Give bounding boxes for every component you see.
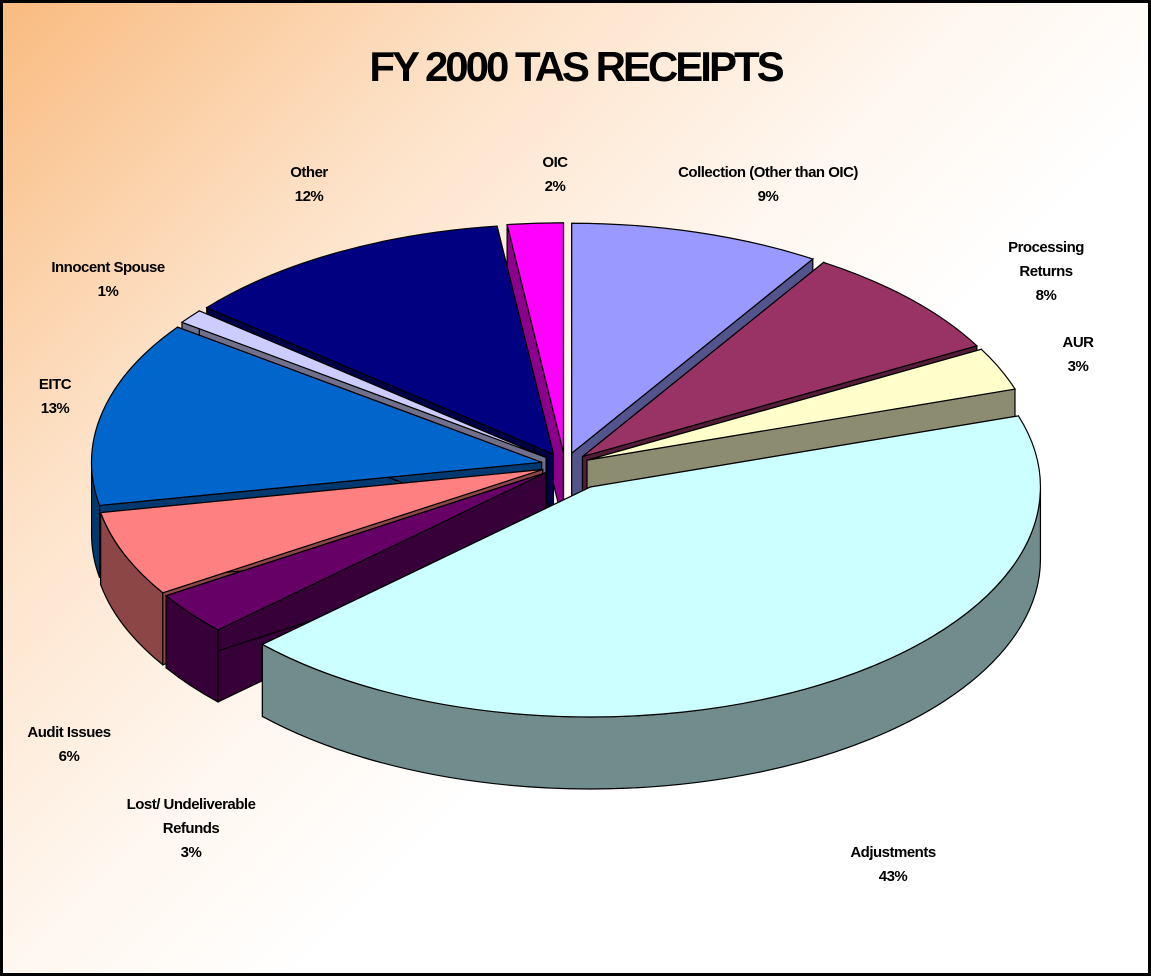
- slice: [99, 468, 543, 594]
- slice: [180, 310, 547, 459]
- slice-label: Processing Returns: [1008, 239, 1084, 280]
- chart-title: FY 2000 TAS RECEIPTS: [369, 43, 784, 90]
- slice-value-label: 12%: [294, 188, 324, 205]
- slice: [571, 222, 815, 455]
- slice-label: Collection (Other than OIC): [678, 164, 858, 181]
- slice-value-label: 3%: [180, 844, 202, 861]
- slice-value-label: 8%: [1035, 287, 1057, 304]
- slice-value-label: 6%: [58, 748, 80, 765]
- slice-label: Audit Issues: [27, 724, 111, 741]
- slice: [164, 471, 547, 631]
- slice-label: EITC: [38, 376, 72, 393]
- slice: [582, 261, 979, 458]
- slice-value-label: 9%: [757, 188, 779, 205]
- slice-value-label: 3%: [1067, 358, 1089, 375]
- slice-value-label: 43%: [878, 868, 908, 885]
- slice-label: Other: [290, 164, 328, 181]
- slice-label: Adjustments: [850, 844, 936, 861]
- slice: [205, 225, 555, 456]
- slice-group: [261, 415, 1042, 790]
- slice-label: Innocent Spouse: [51, 259, 165, 276]
- slice-value-label: 13%: [40, 400, 70, 417]
- pie: [90, 222, 1042, 790]
- slice: [506, 222, 565, 453]
- slice-label: AUR: [1062, 334, 1095, 351]
- slice-value-label: 1%: [97, 283, 119, 300]
- slice-value-label: 2%: [544, 178, 566, 195]
- slice: [90, 326, 542, 507]
- slice-label: OIC: [542, 154, 568, 171]
- slice: [261, 415, 1042, 718]
- slice: [586, 348, 1016, 461]
- slice-label: Lost/ Undeliverable Refunds: [126, 796, 256, 837]
